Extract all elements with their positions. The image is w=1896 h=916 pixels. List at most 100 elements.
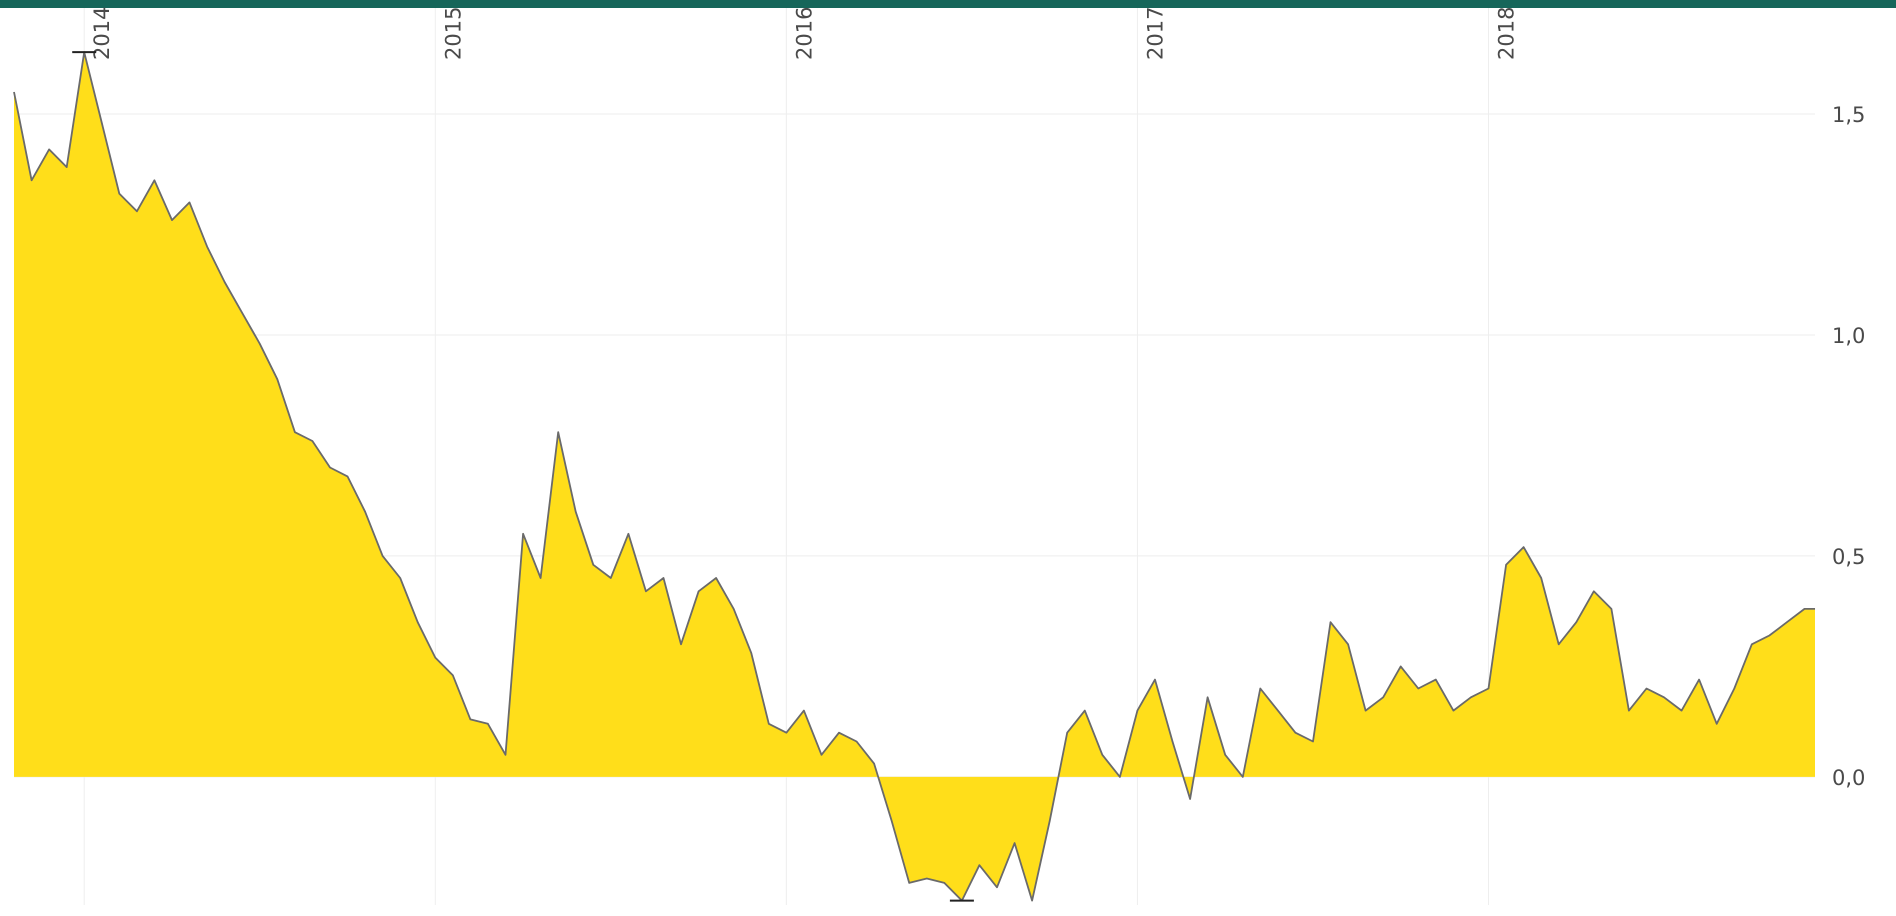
data-point	[382, 555, 384, 557]
data-point	[1101, 754, 1103, 756]
data-point	[1417, 687, 1419, 689]
data-point	[1330, 621, 1332, 623]
data-point	[1593, 590, 1595, 592]
data-point	[1382, 696, 1384, 698]
x-tick-label: 2014	[90, 7, 114, 60]
data-point	[1663, 696, 1665, 698]
data-point	[259, 343, 261, 345]
data-point	[1259, 687, 1261, 689]
data-point	[522, 533, 524, 535]
data-point	[645, 590, 647, 592]
data-point	[101, 122, 103, 124]
data-point	[66, 166, 68, 168]
data-point	[1470, 696, 1472, 698]
data-point	[1031, 900, 1033, 902]
data-point	[961, 900, 963, 902]
data-point	[1224, 754, 1226, 756]
data-point	[118, 193, 120, 195]
area-fill-series	[14, 52, 1815, 901]
data-point	[1786, 621, 1788, 623]
data-point	[136, 210, 138, 212]
data-point	[434, 657, 436, 659]
data-point	[557, 431, 559, 433]
data-point	[1207, 696, 1209, 698]
data-point	[487, 723, 489, 725]
data-point	[13, 91, 15, 93]
data-point	[1628, 710, 1630, 712]
data-point	[1814, 608, 1816, 610]
data-point	[1452, 710, 1454, 712]
data-point	[1716, 723, 1718, 725]
data-point	[206, 246, 208, 248]
data-point	[733, 608, 735, 610]
data-point	[452, 674, 454, 676]
data-point	[48, 148, 50, 150]
data-point	[311, 440, 313, 442]
data-point	[1347, 643, 1349, 645]
data-point	[1681, 710, 1683, 712]
data-point	[294, 431, 296, 433]
data-point	[768, 723, 770, 725]
data-point	[1540, 577, 1542, 579]
y-tick-label: 0,5	[1832, 545, 1865, 569]
x-tick-label: 2017	[1143, 7, 1167, 60]
data-point	[785, 732, 787, 734]
data-point	[399, 577, 401, 579]
data-point	[347, 475, 349, 477]
y-tick-label: 0,0	[1832, 766, 1865, 790]
data-point	[873, 763, 875, 765]
data-point	[1645, 687, 1647, 689]
x-axis-tick-labels: 2014 2015 2016 2017 2018	[90, 7, 1518, 60]
data-point	[1488, 687, 1490, 689]
data-point	[1523, 546, 1525, 548]
data-point	[943, 882, 945, 884]
data-point	[662, 577, 664, 579]
data-point	[803, 710, 805, 712]
data-point	[680, 643, 682, 645]
data-point	[908, 882, 910, 884]
data-point	[1751, 643, 1753, 645]
data-point	[1610, 608, 1612, 610]
x-tick-label: 2016	[792, 7, 816, 60]
data-point	[364, 511, 366, 513]
data-point	[1172, 741, 1174, 743]
data-point	[540, 577, 542, 579]
data-point	[1277, 710, 1279, 712]
y-tick-label: 1,0	[1832, 324, 1865, 348]
data-point	[1189, 798, 1191, 800]
data-point	[1084, 710, 1086, 712]
data-point	[1733, 687, 1735, 689]
data-point	[1242, 776, 1244, 778]
top-color-bar	[0, 0, 1896, 8]
data-point	[856, 741, 858, 743]
data-point	[171, 219, 173, 221]
data-point	[1558, 643, 1560, 645]
x-tick-label: 2018	[1495, 7, 1519, 60]
data-point	[1294, 732, 1296, 734]
data-point	[627, 533, 629, 535]
data-point	[1014, 842, 1016, 844]
data-point	[1435, 679, 1437, 681]
data-point	[715, 577, 717, 579]
data-point	[31, 179, 33, 181]
data-point	[1312, 741, 1314, 743]
data-point	[1575, 621, 1577, 623]
data-point	[241, 312, 243, 314]
data-point	[698, 590, 700, 592]
data-point	[575, 511, 577, 513]
data-point	[189, 201, 191, 203]
data-point	[1698, 679, 1700, 681]
data-point	[276, 378, 278, 380]
y-axis-tick-labels: 0,0 0,5 1,0 1,5	[1832, 103, 1865, 790]
extreme-markers	[72, 51, 974, 902]
data-point	[153, 179, 155, 181]
data-point	[1066, 732, 1068, 734]
data-point	[1154, 679, 1156, 681]
data-point	[83, 51, 85, 53]
data-point	[224, 281, 226, 283]
data-point	[996, 886, 998, 888]
data-point	[610, 577, 612, 579]
data-point	[1365, 710, 1367, 712]
data-point	[469, 718, 471, 720]
